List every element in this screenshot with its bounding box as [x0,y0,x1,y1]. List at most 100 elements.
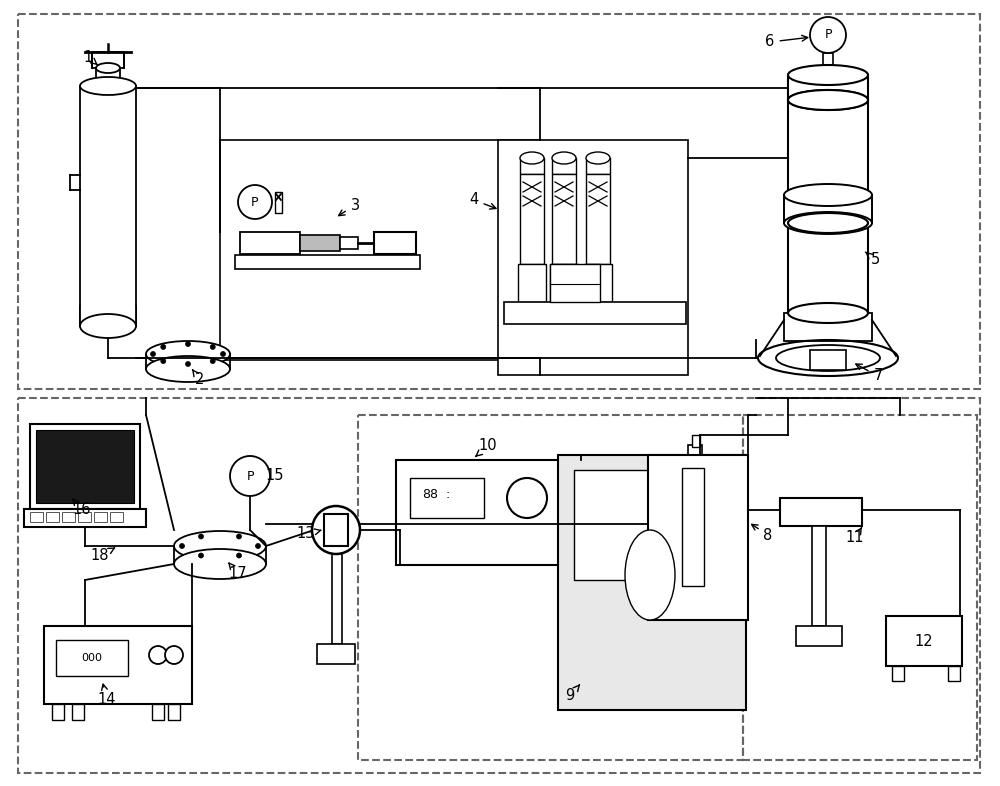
Text: 3: 3 [339,197,360,215]
Circle shape [150,351,156,357]
Ellipse shape [174,549,266,579]
Text: 9: 9 [565,685,579,703]
Bar [520,174,544,264]
Bar [410,478,484,518]
Bar [498,140,688,375]
Bar [780,498,862,526]
Text: P: P [251,196,259,208]
Bar [788,100,868,195]
Text: 7: 7 [856,364,883,384]
Ellipse shape [788,90,868,110]
Ellipse shape [146,341,230,367]
Ellipse shape [146,356,230,382]
Bar [788,75,868,100]
Text: 16: 16 [73,499,91,517]
Circle shape [210,358,215,364]
Bar [550,264,578,302]
Bar [550,264,600,302]
Bar [788,223,868,313]
Text: 14: 14 [98,684,116,707]
Bar [18,14,980,389]
Bar [220,140,540,360]
Bar [275,192,282,213]
Bar [30,512,43,522]
Ellipse shape [96,63,120,73]
Bar [396,460,581,565]
Bar [504,302,686,324]
Bar [317,644,355,664]
Text: 5: 5 [865,252,880,267]
Bar [692,435,700,447]
Bar [46,512,59,522]
Ellipse shape [776,345,880,371]
Circle shape [165,646,183,664]
Bar [823,53,833,67]
Circle shape [220,351,226,357]
Bar [52,704,64,720]
Bar [552,174,576,264]
Text: 13: 13 [297,527,321,542]
Ellipse shape [552,152,576,164]
Bar [948,666,960,681]
Text: 2: 2 [192,369,205,387]
Bar [110,512,123,522]
Text: 10: 10 [476,439,497,457]
Bar [584,264,612,302]
Ellipse shape [174,531,266,561]
Text: 88: 88 [422,489,438,501]
Circle shape [256,543,260,549]
Bar [358,415,743,760]
Ellipse shape [625,530,675,620]
Bar [78,512,91,522]
Circle shape [810,17,846,53]
Text: 12: 12 [915,634,933,648]
Text: 6: 6 [765,35,808,50]
Bar [235,255,420,269]
Bar [168,704,180,720]
Text: 4: 4 [469,193,496,209]
Bar [340,237,358,249]
Bar [552,264,598,284]
Bar [743,415,977,760]
Ellipse shape [788,65,868,85]
Bar [300,235,340,251]
Bar [18,398,980,773]
Bar [30,424,140,509]
Circle shape [238,185,272,219]
Bar [72,704,84,720]
Circle shape [149,646,167,664]
Bar [784,313,872,341]
Circle shape [186,341,190,347]
Bar [332,554,342,644]
Bar [682,468,704,586]
Bar [784,195,872,223]
Bar [94,512,107,522]
Circle shape [198,553,204,558]
Text: 17: 17 [229,563,247,582]
Bar [520,158,544,174]
Ellipse shape [784,184,872,206]
Text: 000: 000 [82,653,103,663]
Circle shape [312,506,360,554]
Bar [62,512,75,522]
Text: 15: 15 [266,468,284,483]
Text: P: P [246,469,254,483]
Text: 1: 1 [83,50,98,65]
Ellipse shape [788,213,868,233]
Bar [96,68,120,86]
Bar [796,626,842,646]
Ellipse shape [80,314,136,338]
Bar [810,350,846,370]
Ellipse shape [520,152,544,164]
Text: :: : [446,489,450,501]
Bar [80,306,136,326]
Bar [36,430,134,503]
Ellipse shape [80,77,136,95]
Circle shape [210,344,215,350]
Bar [552,158,576,174]
Circle shape [161,344,166,350]
Circle shape [237,553,242,558]
Circle shape [186,362,190,366]
Ellipse shape [788,90,868,110]
Ellipse shape [788,185,868,205]
